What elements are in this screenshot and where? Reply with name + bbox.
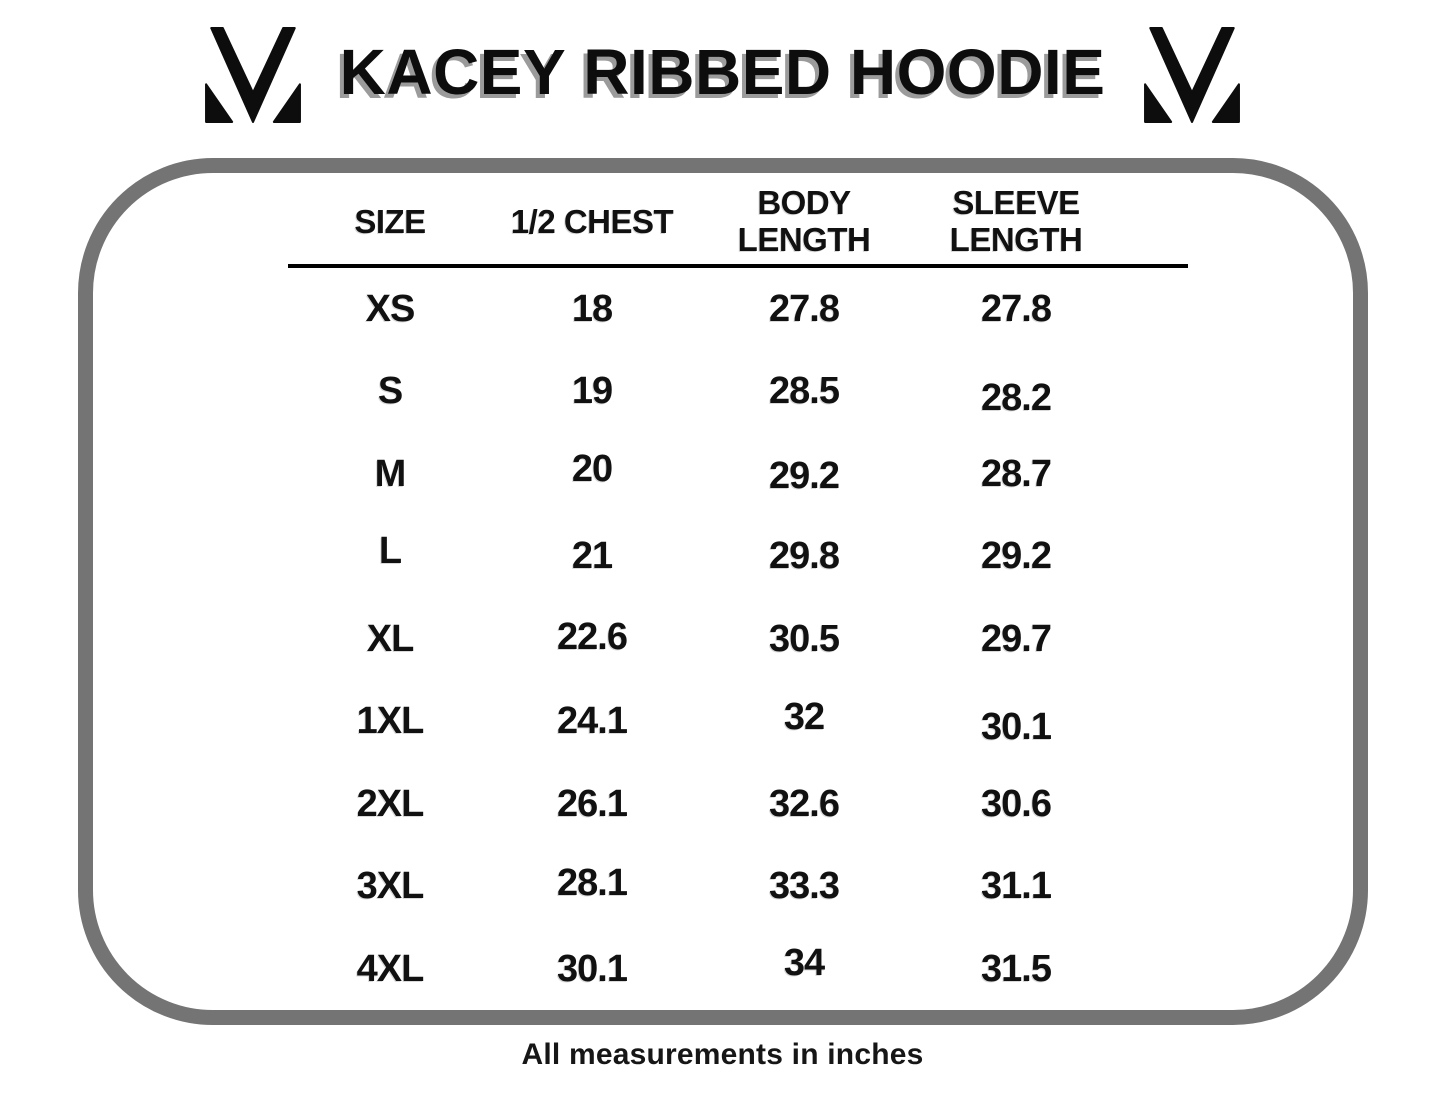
half-chest-value: 20 [571,447,613,490]
column-header-half-chest: 1/2 CHEST [510,202,674,240]
header-divider [288,264,1188,268]
table-header-row: SIZE 1/2 CHEST BODY LENGTH SLEEVE LENGTH [288,178,1188,264]
half-chest-value: 24.1 [557,700,628,743]
row-2xl: 2XL 26.1 32.6 30.6 [288,763,1188,846]
row-3xl: 3XL 28.1 33.3 31.1 [288,846,1188,929]
row-4xl: 4XL 30.1 34 31.5 [288,928,1188,1011]
body-length-value: 30.5 [769,617,840,660]
half-chest-value: 21 [571,535,613,578]
column-header-sleeve-length: SLEEVE LENGTH [949,184,1083,258]
row-m: M 20 29.2 28.7 [288,433,1188,516]
size-table: SIZE 1/2 CHEST BODY LENGTH SLEEVE LENGTH… [288,178,1188,1011]
row-s: S 19 28.5 28.2 [288,351,1188,434]
sleeve-length-value: 30.1 [981,706,1052,749]
half-chest-value: 22.6 [557,615,628,658]
half-chest-value: 19 [571,370,613,413]
header: KACEY RIBBED HOODIE [0,26,1445,124]
row-xl: XL 22.6 30.5 29.7 [288,598,1188,681]
half-chest-value: 28.1 [557,862,628,905]
sleeve-length-value: 30.6 [981,782,1052,825]
size-label: XL [366,617,415,660]
size-label: XS [365,287,416,330]
row-l: L 21 29.8 29.2 [288,516,1188,599]
row-xs: XS 18 27.8 27.8 [288,268,1188,351]
body-length-value: 28.5 [769,370,840,413]
body-length-value: 29.2 [769,454,840,497]
size-chart-frame: SIZE 1/2 CHEST BODY LENGTH SLEEVE LENGTH… [78,158,1368,1025]
brand-monogram-icon [1144,27,1241,123]
column-header-size: SIZE [354,202,426,240]
size-label: S [377,370,403,413]
half-chest-value: 18 [571,287,613,330]
brand-monogram-icon [204,27,301,123]
column-header-body-length: BODY LENGTH [737,184,871,258]
sleeve-length-value: 27.8 [981,287,1052,330]
row-1xl: 1XL 24.1 32 30.1 [288,681,1188,764]
size-label: 3XL [356,865,425,908]
sleeve-length-value: 29.2 [981,535,1052,578]
size-label: M [374,452,407,495]
body-length-value: 29.8 [769,535,840,578]
sleeve-length-value: 29.7 [981,617,1052,660]
body-length-value: 33.3 [769,865,840,908]
sleeve-length-value: 31.1 [981,865,1052,908]
size-label: L [378,530,402,573]
size-label: 2XL [356,782,425,825]
size-label: 1XL [356,700,425,743]
body-length-value: 34 [783,941,825,984]
sleeve-length-value: 28.2 [981,377,1052,420]
body-length-value: 32.6 [769,782,840,825]
sleeve-length-value: 31.5 [981,947,1052,990]
table-body: XS 18 27.8 27.8 S 19 28.5 28.2 M 20 29.2… [288,268,1188,1011]
half-chest-value: 30.1 [557,947,628,990]
sleeve-length-value: 28.7 [981,452,1052,495]
body-length-value: 32 [783,696,825,739]
half-chest-value: 26.1 [557,782,628,825]
measurement-note: All measurements in inches [521,1038,924,1071]
size-label: 4XL [356,947,425,990]
body-length-value: 27.8 [769,287,840,330]
page-title: KACEY RIBBED HOODIE [339,36,1106,108]
